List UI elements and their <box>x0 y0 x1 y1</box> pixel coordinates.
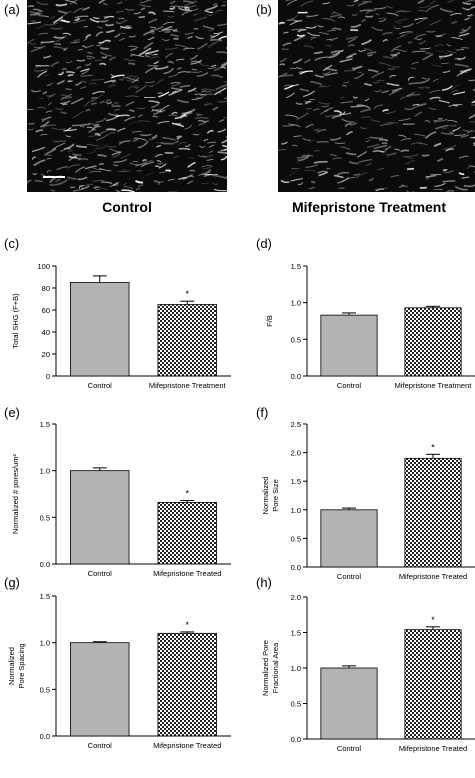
y-tick-label: 1.5 <box>291 629 301 638</box>
bar-treated <box>404 457 462 568</box>
image-caption-mifepristone: Mifepristone Treatment <box>291 199 447 215</box>
y-tick-label: 1.5 <box>40 592 50 601</box>
x-category-label: Control <box>88 381 113 390</box>
y-tick-label: 60 <box>42 306 50 315</box>
y-tick-label: 0.5 <box>291 534 301 543</box>
x-category-label: Mifepristone Treated <box>153 741 221 750</box>
x-category-label: Control <box>88 569 113 578</box>
y-axis-label: Normalized # pores/um² <box>11 453 20 534</box>
y-tick-label: 1.0 <box>40 639 50 648</box>
bar-treated <box>404 307 462 377</box>
image-caption-control: Control <box>102 199 152 215</box>
shg-image-control <box>27 0 227 192</box>
bar-control <box>70 470 130 565</box>
significance-marker: * <box>431 442 435 452</box>
y-tick-label: 1.5 <box>40 420 50 429</box>
y-tick-label: 2.0 <box>291 593 301 602</box>
panel-label-c: (c) <box>4 236 20 251</box>
x-category-label: Control <box>337 572 362 581</box>
x-category-label: Mifepristone Treated <box>399 744 467 753</box>
significance-marker: * <box>185 620 189 630</box>
y-tick-label: 0 <box>46 372 50 381</box>
y-tick-label: 40 <box>42 328 50 337</box>
bar-control <box>320 314 378 377</box>
bar-treated <box>157 632 217 737</box>
y-tick-label: 0.0 <box>40 732 50 741</box>
y-tick-label: 100 <box>37 262 50 271</box>
panel-label-d: (d) <box>256 236 272 251</box>
significance-marker: * <box>185 289 189 299</box>
bar-treated <box>157 304 217 377</box>
y-tick-label: 0.0 <box>291 372 301 381</box>
y-tick-label: 1.0 <box>291 299 301 308</box>
y-axis-label: Pore Size <box>271 479 280 512</box>
shg-image-mifepristone <box>278 0 475 192</box>
y-axis-label: Normalized Pore <box>261 640 270 696</box>
y-tick-label: 0.0 <box>40 560 50 569</box>
y-axis-label: Normalized <box>261 477 270 515</box>
y-tick-label: 20 <box>42 350 50 359</box>
bar-control <box>320 667 378 740</box>
y-tick-label: 1.5 <box>291 477 301 486</box>
bar-control <box>320 509 378 568</box>
y-tick-label: 1.0 <box>291 506 301 515</box>
y-tick-label: 2.5 <box>291 420 301 429</box>
y-tick-label: 0.5 <box>291 700 301 709</box>
y-tick-label: 1.5 <box>291 262 301 271</box>
y-axis-label: Pore Spacing <box>17 643 26 688</box>
bar-treated <box>404 629 462 740</box>
significance-marker: * <box>431 615 435 625</box>
x-category-label: Control <box>88 741 113 750</box>
y-axis-label: Fractional Area <box>271 642 280 693</box>
panel-label-g: (g) <box>4 575 20 590</box>
x-category-label: Mifepristone Treatment <box>395 381 473 390</box>
bar-treated <box>157 501 217 565</box>
y-tick-label: 0.5 <box>40 685 50 694</box>
y-tick-label: 0.5 <box>291 335 301 344</box>
panel-label-h: (h) <box>256 575 272 590</box>
y-axis-label: F/B <box>265 315 274 327</box>
x-category-label: Control <box>337 381 362 390</box>
y-tick-label: 0.0 <box>291 563 301 572</box>
y-tick-label: 1.0 <box>40 467 50 476</box>
y-tick-label: 0.0 <box>291 735 301 744</box>
significance-marker: * <box>185 489 189 499</box>
x-category-label: Mifepristone Treatment <box>149 381 227 390</box>
y-axis-label: Total SHG (F+B) <box>11 293 20 349</box>
scale-bar <box>43 176 65 178</box>
panel-label-a: (a) <box>4 2 20 17</box>
panel-label-f: (f) <box>256 405 269 420</box>
y-axis-label: Normalized <box>7 647 16 685</box>
y-tick-label: 0.5 <box>40 513 50 522</box>
bar-control <box>70 642 130 737</box>
x-category-label: Control <box>337 744 362 753</box>
y-tick-label: 80 <box>42 284 50 293</box>
panel-label-e: (e) <box>4 405 20 420</box>
x-category-label: Mifepristone Treated <box>153 569 221 578</box>
x-category-label: Mifepristone Treated <box>399 572 467 581</box>
bar-control <box>70 282 130 377</box>
y-tick-label: 1.0 <box>291 664 301 673</box>
panel-label-b: (b) <box>256 2 272 17</box>
y-tick-label: 2.0 <box>291 449 301 458</box>
